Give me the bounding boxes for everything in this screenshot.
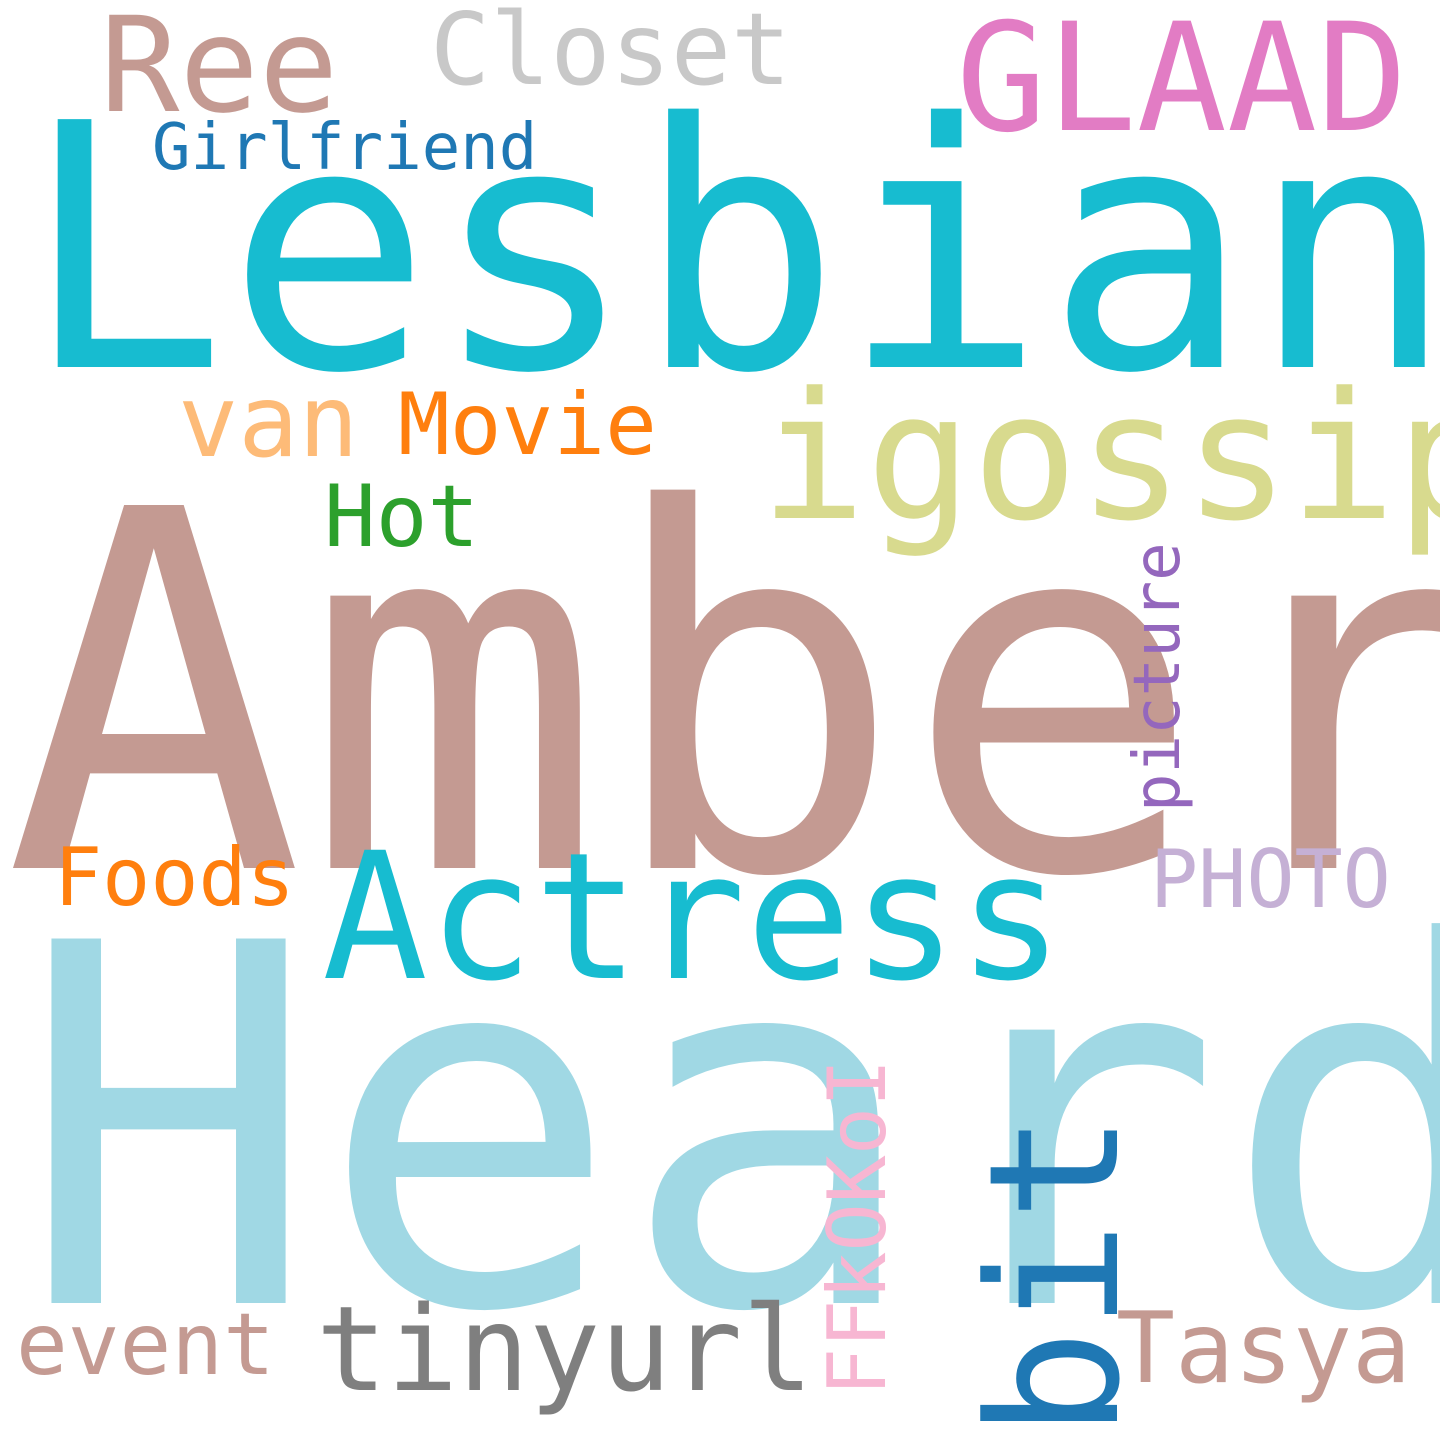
word-amber: Amber (4, 407, 1440, 986)
word-ffkokoi: FFkOKoI (811, 1058, 904, 1396)
word-van: van (178, 363, 359, 480)
word-foods: Foods (54, 831, 295, 924)
word-closet: Closet (430, 0, 792, 108)
word-picture: picture (1121, 542, 1195, 812)
word-tasya: Tasya (1116, 1292, 1412, 1406)
word-girlfriend: Girlfriend (152, 111, 538, 185)
word-photo: PHOTO (1150, 833, 1391, 926)
word-lesbian: Lesbian (22, 52, 1440, 448)
word-tinyurl: tinyurl (316, 1280, 814, 1418)
word-heard: Heard (18, 839, 1440, 1421)
word-glaad: GLAAD (956, 0, 1408, 166)
word-movie: Movie (398, 375, 657, 475)
word-actress: Actress (322, 815, 1064, 1020)
word-igossip: igossip (760, 355, 1440, 560)
word-hot: Hot (324, 467, 480, 567)
word-ree: Ree (100, 0, 339, 143)
word-event: event (16, 1295, 275, 1395)
